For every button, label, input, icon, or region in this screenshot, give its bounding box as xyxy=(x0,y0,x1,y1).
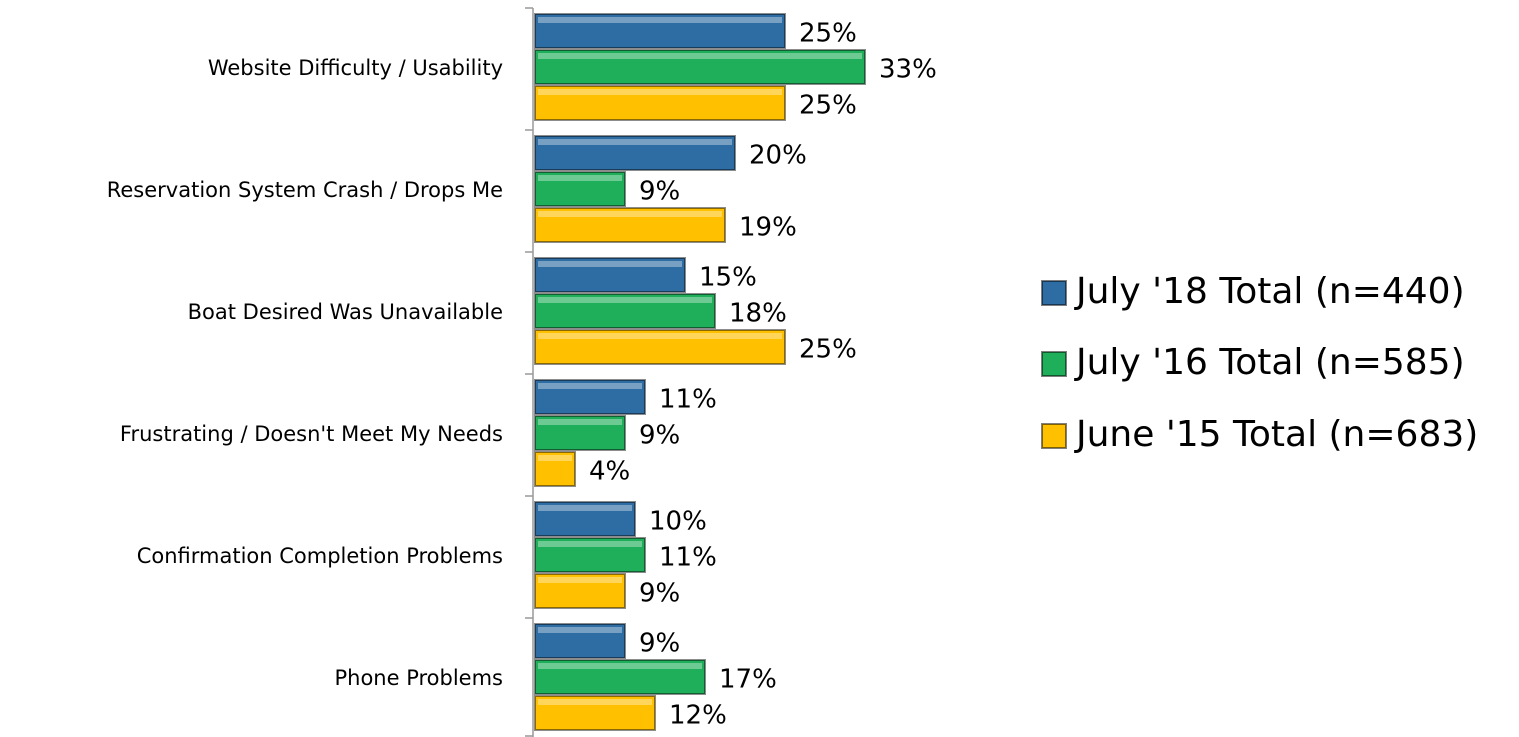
bar-highlight xyxy=(538,663,702,669)
bar xyxy=(534,13,786,49)
data-label: 9% xyxy=(639,177,680,207)
data-label: 19% xyxy=(739,213,797,243)
bar-highlight xyxy=(538,455,572,461)
bar xyxy=(534,379,646,415)
category-label: Boat Desired Was Unavailable xyxy=(188,300,503,324)
bar-highlight xyxy=(538,699,652,705)
data-label: 11% xyxy=(659,385,717,415)
bar-highlight xyxy=(538,261,682,267)
bar xyxy=(534,659,706,695)
bar xyxy=(534,695,656,731)
data-label: 4% xyxy=(589,457,630,487)
bar-highlight xyxy=(538,17,782,23)
data-label: 11% xyxy=(659,543,717,573)
bar xyxy=(534,415,626,451)
bar-highlight xyxy=(538,383,642,389)
bar-highlight xyxy=(538,89,782,95)
data-label: 33% xyxy=(879,55,937,85)
data-label: 9% xyxy=(639,629,680,659)
bar xyxy=(534,329,786,365)
bar-highlight xyxy=(538,541,642,547)
data-label: 25% xyxy=(799,335,857,365)
bar xyxy=(534,171,626,207)
data-label: 18% xyxy=(729,299,787,329)
legend-label: July '18 Total (n=440) xyxy=(1074,271,1465,312)
bar-highlight xyxy=(538,297,712,303)
bar xyxy=(534,451,576,487)
data-label: 15% xyxy=(699,263,757,293)
legend-swatch xyxy=(1041,423,1067,449)
category-label: Phone Problems xyxy=(334,666,503,690)
category-label: Confirmation Completion Problems xyxy=(137,544,503,568)
bar-highlight xyxy=(538,139,732,145)
data-label: 10% xyxy=(649,507,707,537)
data-label: 9% xyxy=(639,421,680,451)
bar xyxy=(534,135,736,171)
bar-highlight xyxy=(538,577,622,583)
legend-swatch xyxy=(1041,351,1067,377)
bar xyxy=(534,537,646,573)
bar-highlight xyxy=(538,333,782,339)
bar xyxy=(534,293,716,329)
bar-highlight xyxy=(538,211,722,217)
legend-swatch xyxy=(1041,280,1067,306)
bar-highlight xyxy=(538,419,622,425)
data-label: 25% xyxy=(799,91,857,121)
data-label: 12% xyxy=(669,701,727,731)
category-label: Frustrating / Doesn't Meet My Needs xyxy=(120,422,503,446)
bar-highlight xyxy=(538,175,622,181)
bar-highlight xyxy=(538,627,622,633)
bar xyxy=(534,501,636,537)
category-label: Reservation System Crash / Drops Me xyxy=(107,178,503,202)
bar xyxy=(534,623,626,659)
bar xyxy=(534,573,626,609)
bar xyxy=(534,85,786,121)
data-label: 17% xyxy=(719,665,777,695)
data-label: 20% xyxy=(749,141,807,171)
bar-highlight xyxy=(538,505,632,511)
category-label: Website Difficulty / Usability xyxy=(208,56,503,80)
data-label: 9% xyxy=(639,579,680,609)
bar-highlight xyxy=(538,53,862,59)
legend-label: June '15 Total (n=683) xyxy=(1074,414,1478,455)
bar xyxy=(534,207,726,243)
legend-label: July '16 Total (n=585) xyxy=(1074,342,1465,383)
data-label: 25% xyxy=(799,19,857,49)
bar xyxy=(534,257,686,293)
bar xyxy=(534,49,866,85)
